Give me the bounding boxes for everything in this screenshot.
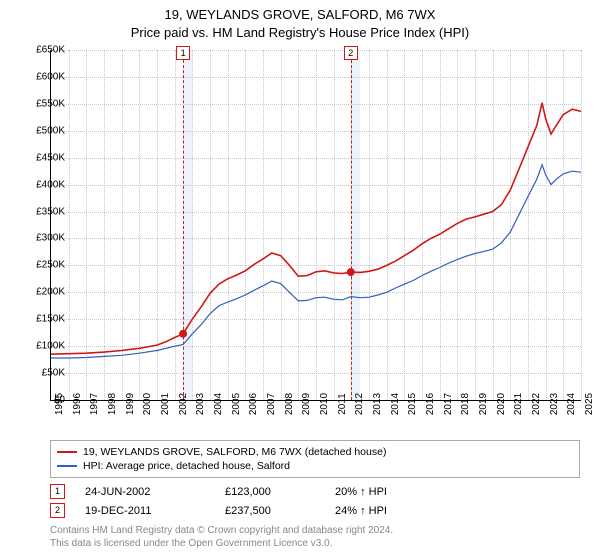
y-tick-label: £550K — [20, 98, 65, 109]
legend-swatch — [57, 465, 77, 467]
x-tick-label: 2006 — [248, 393, 259, 415]
title-address: 19, WEYLANDS GROVE, SALFORD, M6 7WX — [0, 6, 600, 24]
grid-v-line — [581, 50, 582, 400]
x-tick-label: 2011 — [337, 393, 348, 415]
y-tick-label: £500K — [20, 125, 65, 136]
x-tick-label: 2007 — [266, 393, 277, 415]
x-tick-label: 2002 — [178, 393, 189, 415]
x-tick-label: 2019 — [478, 393, 489, 415]
legend-label: HPI: Average price, detached house, Salf… — [83, 460, 290, 472]
sales-table: 1 24-JUN-2002 £123,000 20% ↑ HPI 2 19-DEC-201… — [50, 482, 435, 520]
y-tick-label: £450K — [20, 152, 65, 163]
x-tick-label: 1995 — [54, 393, 65, 415]
x-tick-label: 2018 — [460, 393, 471, 415]
sales-row: 2 19-DEC-2011 £237,500 24% ↑ HPI — [50, 501, 435, 520]
x-tick-label: 2013 — [372, 393, 383, 415]
line-series-svg — [51, 50, 581, 400]
y-tick-label: £350K — [20, 206, 65, 217]
x-tick-label: 2020 — [496, 393, 507, 415]
footer-attribution: Contains HM Land Registry data © Crown c… — [50, 524, 393, 550]
x-tick-label: 1998 — [107, 393, 118, 415]
title-block: 19, WEYLANDS GROVE, SALFORD, M6 7WX Pric… — [0, 0, 600, 42]
x-tick-label: 2017 — [443, 393, 454, 415]
y-tick-label: £400K — [20, 179, 65, 190]
sales-row-date: 24-JUN-2002 — [85, 486, 205, 498]
legend-item: 19, WEYLANDS GROVE, SALFORD, M6 7WX (det… — [57, 445, 573, 459]
legend: 19, WEYLANDS GROVE, SALFORD, M6 7WX (det… — [50, 440, 580, 478]
x-tick-label: 1999 — [125, 393, 136, 415]
x-tick-label: 2022 — [531, 393, 542, 415]
sales-row-marker: 1 — [50, 484, 65, 499]
legend-swatch — [57, 451, 77, 453]
sales-row-price: £237,500 — [225, 505, 315, 517]
y-tick-label: £600K — [20, 71, 65, 82]
x-tick-label: 2023 — [549, 393, 560, 415]
sales-row-price: £123,000 — [225, 486, 315, 498]
x-tick-label: 2015 — [407, 393, 418, 415]
sales-row-marker: 2 — [50, 503, 65, 518]
x-tick-label: 2009 — [301, 393, 312, 415]
sale-dot — [179, 330, 187, 338]
sale-dot — [347, 268, 355, 276]
x-tick-label: 2000 — [142, 393, 153, 415]
x-tick-label: 2012 — [354, 393, 365, 415]
footer-line-1: Contains HM Land Registry data © Crown c… — [50, 524, 393, 537]
x-tick-label: 2016 — [425, 393, 436, 415]
series-hpi — [51, 165, 581, 358]
legend-item: HPI: Average price, detached house, Salf… — [57, 459, 573, 473]
legend-label: 19, WEYLANDS GROVE, SALFORD, M6 7WX (det… — [83, 446, 386, 458]
y-tick-label: £650K — [20, 45, 65, 56]
sales-row-pct: 20% ↑ HPI — [335, 486, 435, 498]
x-tick-label: 2008 — [284, 393, 295, 415]
y-tick-label: £300K — [20, 233, 65, 244]
x-tick-label: 2010 — [319, 393, 330, 415]
x-tick-label: 1997 — [89, 393, 100, 415]
x-tick-label: 2021 — [513, 393, 524, 415]
y-tick-label: £100K — [20, 341, 65, 352]
x-tick-label: 2001 — [160, 393, 171, 415]
sales-row-date: 19-DEC-2011 — [85, 505, 205, 517]
y-tick-label: £200K — [20, 287, 65, 298]
y-tick-label: £250K — [20, 260, 65, 271]
x-tick-label: 2005 — [231, 393, 242, 415]
x-tick-label: 2003 — [195, 393, 206, 415]
y-tick-label: £50K — [20, 368, 65, 379]
footer-line-2: This data is licensed under the Open Gov… — [50, 537, 393, 550]
x-tick-label: 2025 — [584, 393, 595, 415]
sales-row-pct: 24% ↑ HPI — [335, 505, 435, 517]
chart-container: 19, WEYLANDS GROVE, SALFORD, M6 7WX Pric… — [0, 0, 600, 560]
series-price_paid — [51, 103, 581, 354]
x-tick-label: 1996 — [72, 393, 83, 415]
y-tick-label: £150K — [20, 314, 65, 325]
x-tick-label: 2014 — [390, 393, 401, 415]
x-tick-label: 2004 — [213, 393, 224, 415]
x-tick-label: 2024 — [566, 393, 577, 415]
sale-marker-box: 2 — [344, 46, 358, 60]
sales-row: 1 24-JUN-2002 £123,000 20% ↑ HPI — [50, 482, 435, 501]
title-subtitle: Price paid vs. HM Land Registry's House … — [0, 24, 600, 42]
chart-plot-area: 12 — [50, 50, 581, 401]
sale-marker-box: 1 — [176, 46, 190, 60]
